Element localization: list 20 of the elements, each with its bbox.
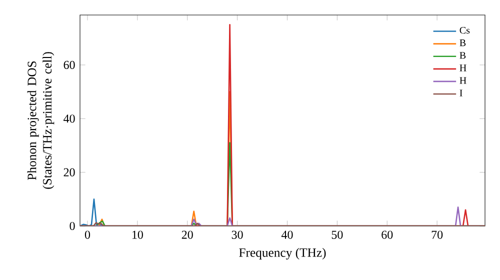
legend-label: H: [460, 77, 466, 84]
x-tick-label: 10: [132, 230, 143, 239]
x-axis-title: Frequency (THz): [239, 248, 326, 260]
legend-label: I: [460, 90, 462, 96]
legend-label: B: [460, 40, 466, 46]
legend-label: H: [460, 64, 466, 72]
y-axis-title: Phonon projected DOS (States/THz·primitive cell): [27, 52, 54, 189]
x-tick-label: 50: [332, 230, 343, 239]
x-tick-label: 60: [382, 230, 393, 239]
x-tick-label: 70: [432, 230, 443, 239]
y-tick-label: 20: [64, 168, 75, 176]
y-tick-label: 40: [64, 114, 75, 123]
y-tick-label: 60: [64, 60, 75, 69]
x-tick-label: 40: [281, 230, 293, 239]
legend-label: B: [460, 52, 466, 59]
x-tick-label: 20: [182, 230, 193, 239]
y-tick-label: 0: [70, 222, 75, 230]
legend-label: Cs: [460, 26, 470, 34]
x-tick-label: 0: [84, 230, 90, 239]
x-tick-label: 30: [232, 230, 243, 239]
